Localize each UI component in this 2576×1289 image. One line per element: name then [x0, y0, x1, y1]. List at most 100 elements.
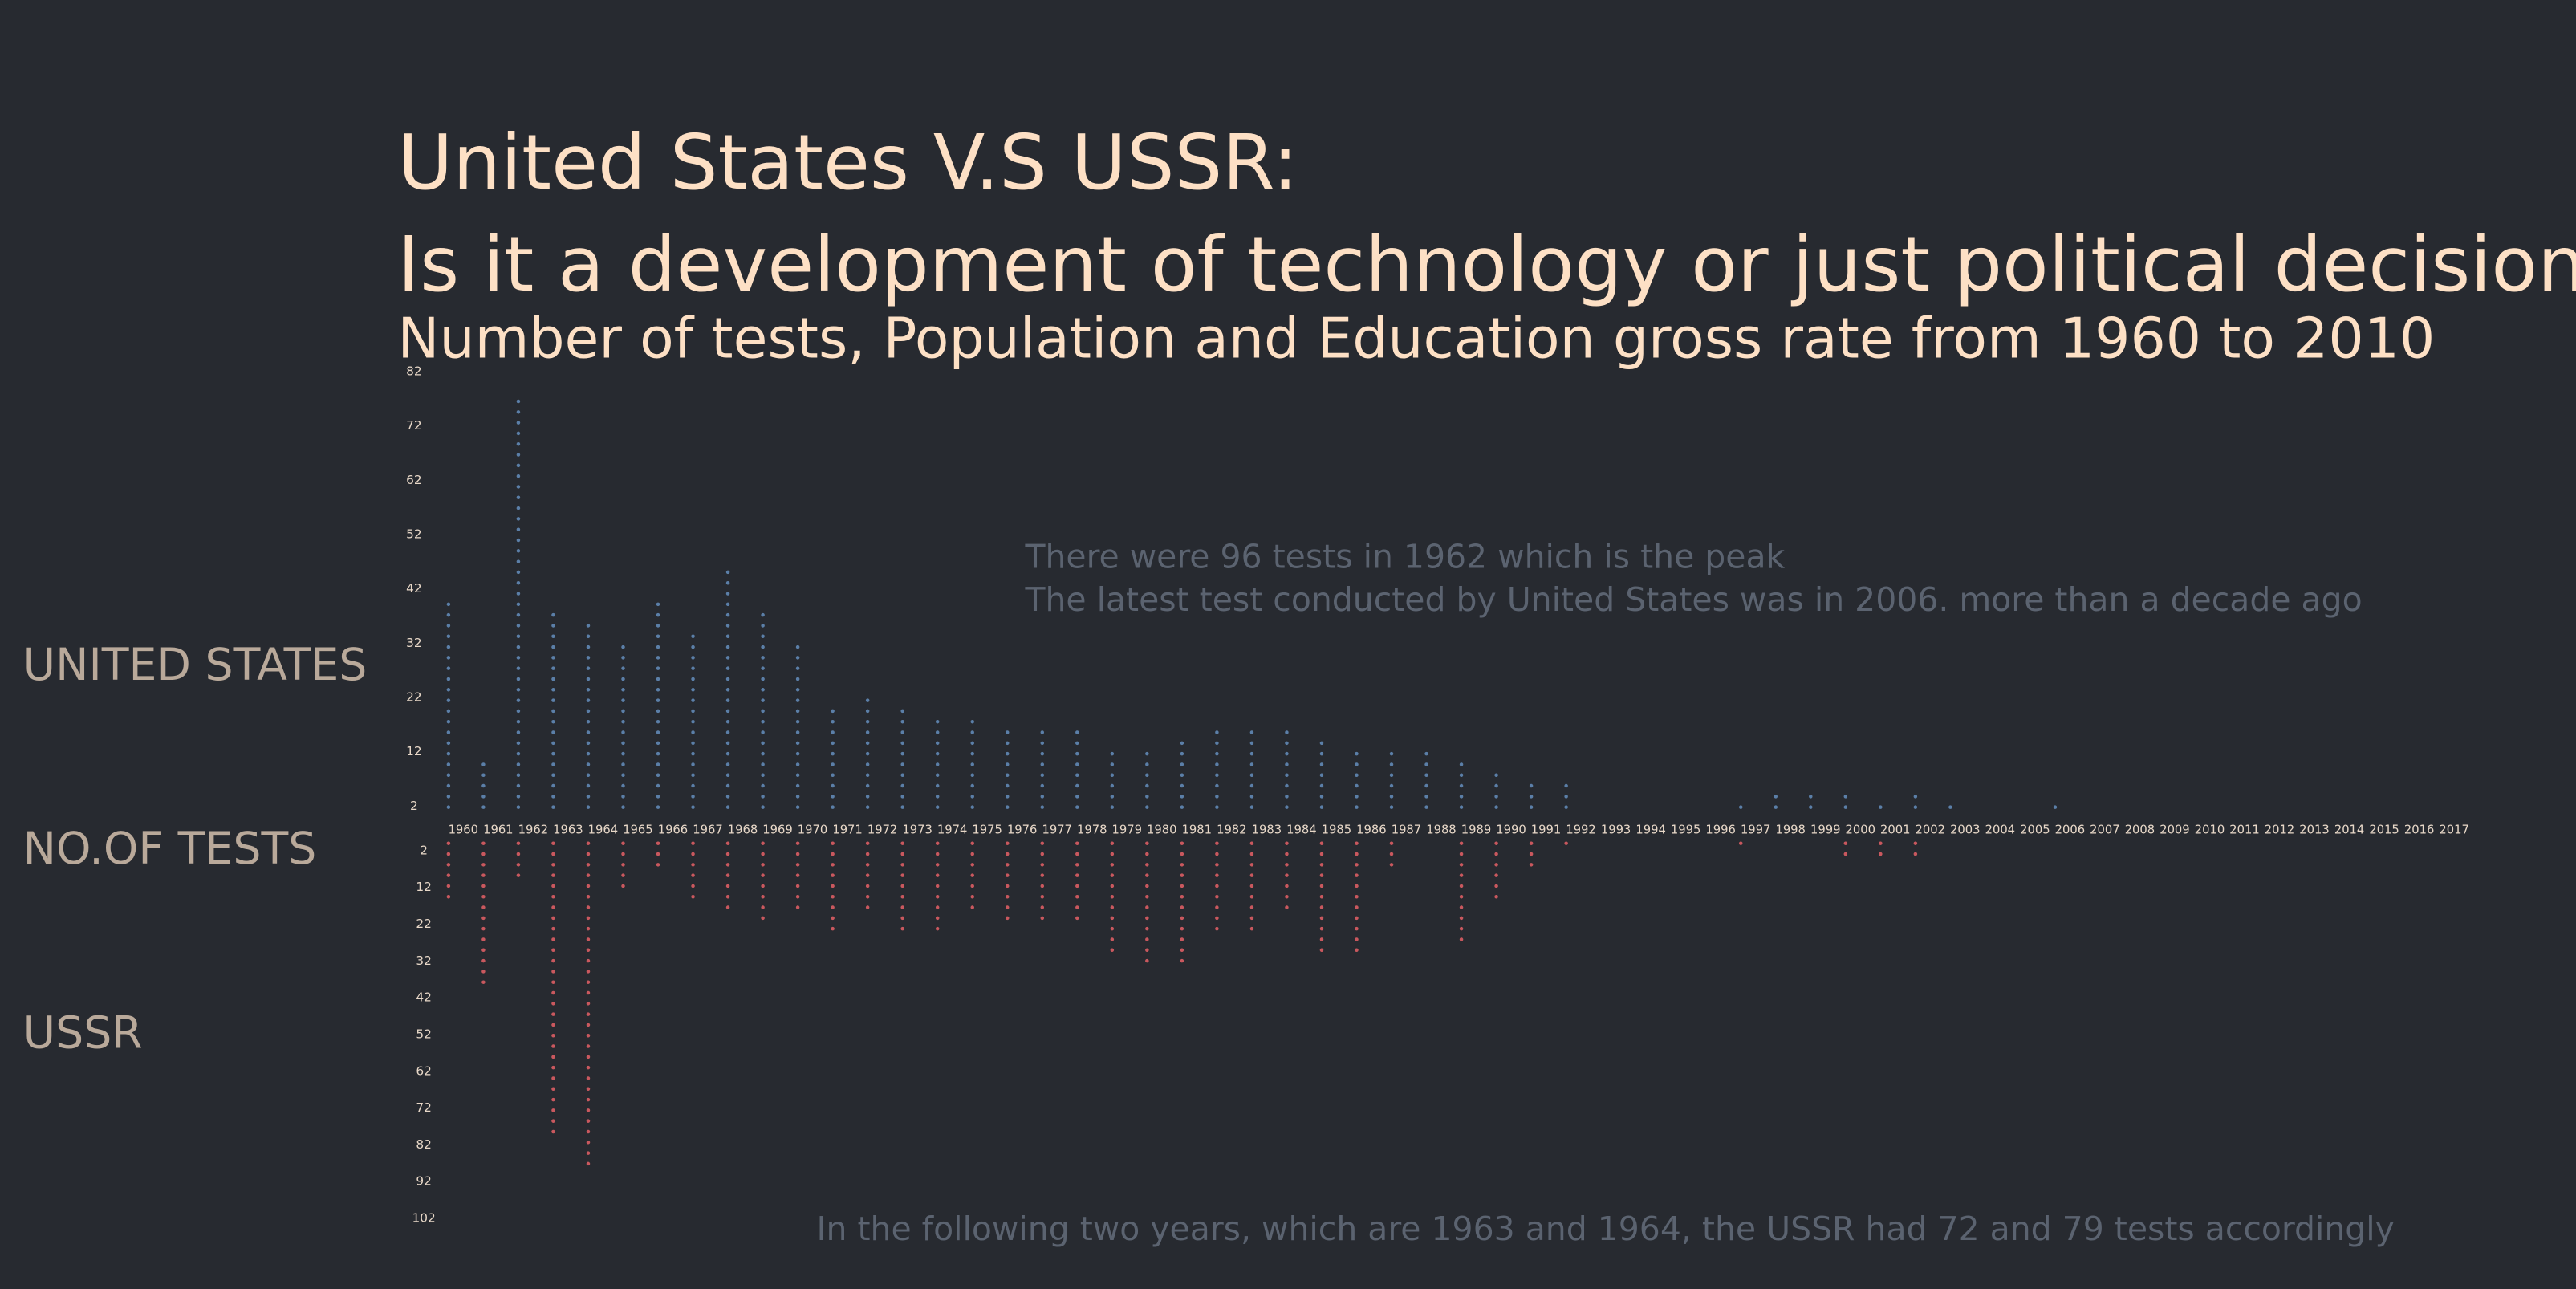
dot	[551, 644, 555, 649]
dot	[725, 677, 730, 681]
dot	[725, 873, 730, 877]
dot	[446, 795, 451, 799]
dot	[935, 783, 940, 788]
dot	[586, 852, 591, 856]
dot-column	[1843, 795, 1848, 809]
y-tick-label: 52	[406, 527, 422, 542]
dot	[1215, 863, 1219, 867]
dot	[725, 805, 730, 809]
x-tick-label: 1975	[972, 823, 1002, 836]
dot	[1319, 795, 1324, 799]
dot	[1075, 773, 1079, 778]
dot	[1494, 795, 1498, 799]
dot	[1319, 884, 1324, 888]
dot	[551, 783, 555, 788]
dot	[586, 937, 591, 941]
x-tick-label: 1983	[1252, 823, 1282, 836]
dot	[1494, 773, 1498, 778]
dot	[551, 1033, 555, 1038]
dot	[551, 1002, 555, 1006]
dot	[1145, 905, 1149, 909]
dot	[1040, 762, 1045, 766]
dot	[586, 1076, 591, 1080]
dot	[1319, 926, 1324, 931]
dot	[1285, 905, 1289, 909]
dot	[551, 841, 555, 845]
dot	[1913, 852, 1918, 856]
dot	[1180, 905, 1184, 909]
dot-column	[1913, 795, 1918, 809]
dot	[446, 773, 451, 778]
x-tick-label: 1996	[1705, 823, 1735, 836]
dot	[1040, 730, 1045, 734]
dot	[586, 1055, 591, 1059]
dot-column	[1913, 841, 1918, 856]
dot	[656, 709, 660, 714]
x-tick-label: 2013	[2299, 823, 2329, 836]
dot	[1355, 841, 1359, 845]
x-tick-label: 2009	[2160, 823, 2189, 836]
dot	[900, 863, 904, 867]
dot	[1879, 805, 1883, 809]
dot	[656, 634, 660, 639]
dot	[586, 884, 591, 888]
dot	[516, 852, 521, 856]
dot-column	[970, 841, 974, 909]
dot	[1564, 783, 1568, 788]
dot	[691, 884, 695, 888]
dot	[1145, 852, 1149, 856]
dot	[1006, 762, 1010, 766]
dot-column	[1948, 805, 1952, 809]
dot	[481, 863, 486, 867]
dot	[795, 852, 800, 856]
dot	[656, 751, 660, 756]
dot	[516, 410, 521, 414]
dot	[446, 863, 451, 867]
dot	[516, 517, 521, 521]
dot	[516, 421, 521, 425]
dot	[1355, 894, 1359, 899]
dot	[446, 709, 451, 714]
dot	[481, 980, 486, 984]
dot	[516, 709, 521, 714]
dot	[691, 644, 695, 649]
dot	[1774, 805, 1778, 809]
dot	[1215, 762, 1219, 766]
dot	[481, 905, 486, 909]
dot	[516, 841, 521, 845]
x-tick-label: 1963	[553, 823, 583, 836]
dot	[761, 698, 765, 702]
dot	[516, 453, 521, 457]
x-tick-label: 2017	[2439, 823, 2468, 836]
dot	[1459, 762, 1464, 766]
dot	[551, 634, 555, 639]
dot	[516, 730, 521, 734]
dot	[1215, 916, 1219, 921]
dot	[1215, 730, 1219, 734]
dot	[516, 873, 521, 877]
dot	[935, 926, 940, 931]
x-tick-label: 1999	[1810, 823, 1840, 836]
dot-column	[516, 841, 521, 877]
dot	[481, 970, 486, 974]
dot	[2053, 805, 2058, 809]
x-tick-label: 1961	[483, 823, 513, 836]
dot	[1040, 805, 1045, 809]
x-tick-label: 2015	[2369, 823, 2399, 836]
dot-column	[1249, 841, 1254, 931]
dot	[935, 841, 940, 845]
y-tick-label: 32	[406, 636, 422, 650]
dot	[1110, 805, 1115, 809]
dot	[1249, 841, 1254, 845]
y-tick-label: 22	[406, 690, 422, 705]
dot	[900, 719, 904, 724]
dot	[761, 688, 765, 692]
dot	[795, 719, 800, 724]
dot	[516, 698, 521, 702]
dot	[621, 805, 625, 809]
dot	[1110, 873, 1115, 877]
dot	[1215, 905, 1219, 909]
dot	[1285, 783, 1289, 788]
dot	[656, 666, 660, 670]
dot	[831, 926, 835, 931]
